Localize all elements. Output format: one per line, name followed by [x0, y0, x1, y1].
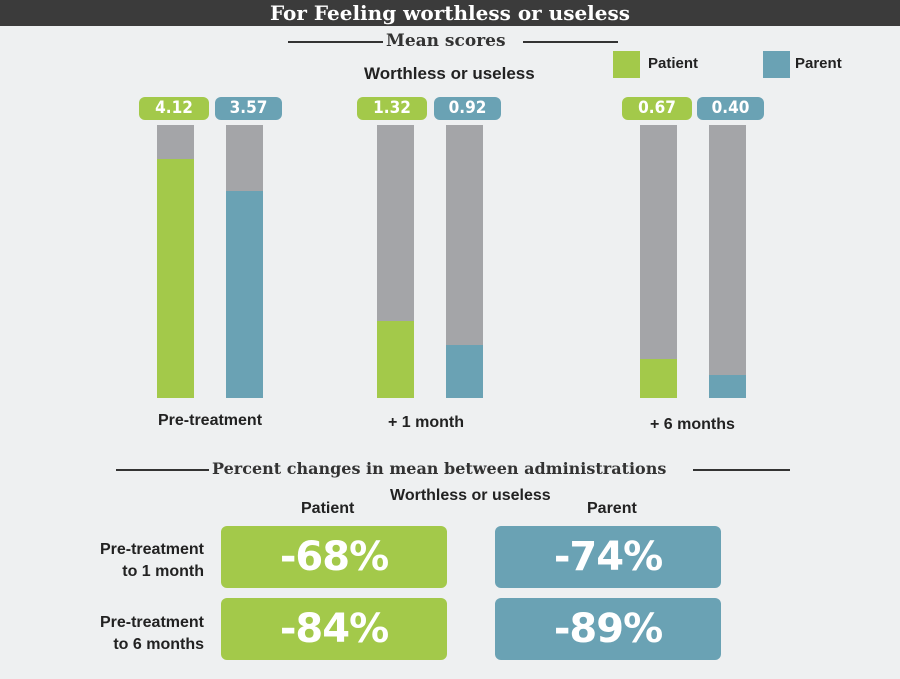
bar-track-parent-1-month [446, 125, 483, 398]
bar-parent-pre-treatment [226, 191, 263, 398]
mean-scores-rule-right [523, 41, 618, 43]
legend-label-parent: Parent [795, 55, 842, 72]
percent-parent-6-months: -89% [495, 598, 721, 660]
legend-swatch-patient [613, 51, 640, 78]
value-label-patient-pre-treatment: 4.12 [139, 97, 209, 120]
bar-patient-1-month [377, 321, 414, 398]
percent-subtitle: Worthless or useless [390, 487, 551, 504]
percent-rule-right [693, 469, 790, 471]
row-label-1-month: Pre-treatment to 1 month [100, 539, 204, 583]
percent-parent-1-month: -74% [495, 526, 721, 588]
bar-parent-1-month [446, 345, 483, 398]
row-label-line: to 6 months [113, 636, 204, 653]
value-label-parent-6-months: 0.40 [697, 97, 764, 120]
percent-changes-heading: Percent changes in mean between administ… [212, 459, 667, 478]
mean-scores-heading: Mean scores [386, 31, 506, 51]
value-label-parent-1-month: 0.92 [434, 97, 501, 120]
row-label-line: Pre-treatment [99, 614, 204, 631]
mean-scores-rule-left [288, 41, 383, 43]
bar-patient-pre-treatment [157, 159, 194, 398]
column-header-patient: Patient [301, 500, 355, 517]
category-label-6-months: + 6 months [650, 416, 735, 433]
legend-label-patient: Patient [648, 55, 699, 72]
page-title: For Feeling worthless or useless [0, 0, 900, 26]
bar-track-parent-6-months [709, 125, 746, 398]
bar-parent-6-months [709, 375, 746, 398]
category-label-1-month: + 1 month [388, 414, 465, 431]
bar-patient-6-months [640, 359, 677, 398]
legend-swatch-parent [763, 51, 790, 78]
percent-patient-1-month: -68% [221, 526, 447, 588]
bar-track-patient-6-months [640, 125, 677, 398]
bar-track-parent-pre-treatment [226, 125, 263, 398]
value-label-patient-6-months: 0.67 [622, 97, 692, 120]
bar-track-patient-pre-treatment [157, 125, 194, 398]
row-label-6-months: Pre-treatment to 6 months [100, 612, 204, 656]
percent-rule-left [116, 469, 209, 471]
row-label-line: to 1 month [122, 563, 204, 580]
column-header-parent: Parent [587, 500, 637, 517]
row-label-line: Pre-treatment [99, 541, 204, 558]
value-label-patient-1-month: 1.32 [357, 97, 427, 120]
percent-patient-6-months: -84% [221, 598, 447, 660]
bar-track-patient-1-month [377, 125, 414, 398]
value-label-parent-pre-treatment: 3.57 [215, 97, 282, 120]
category-label-pre-treatment: Pre-treatment [158, 412, 263, 429]
chart-title: Worthless or useless [364, 64, 535, 83]
